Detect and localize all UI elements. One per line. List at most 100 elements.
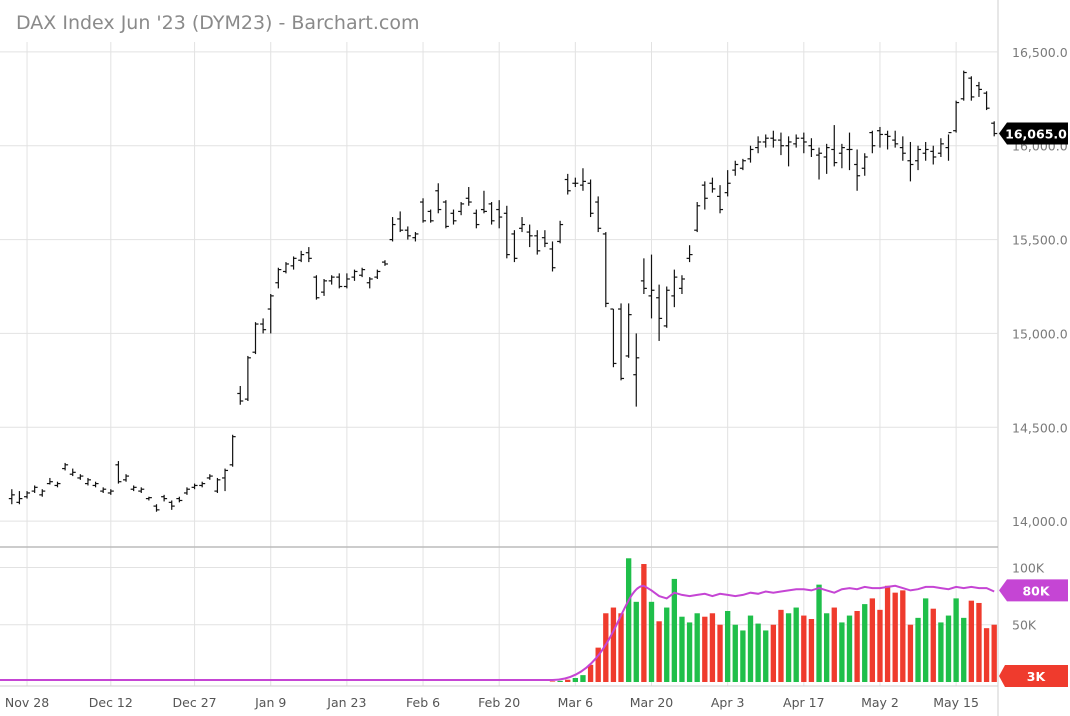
ohlc-bar [161, 494, 168, 502]
x-tick-label: May 2 [861, 695, 899, 710]
volume-bar [610, 607, 617, 682]
x-tick-label: Jan 9 [254, 695, 286, 710]
ohlc-bar [876, 126, 883, 148]
volume-bar [664, 607, 670, 682]
volume-bar [823, 613, 830, 682]
ohlc-bar [69, 468, 76, 477]
ohlc-bar [107, 489, 114, 495]
ohlc-bar [366, 277, 373, 289]
ohlc-bar [587, 179, 594, 218]
volume-bar [686, 622, 693, 682]
ohlc-bar [511, 230, 518, 263]
ohlc-bar [793, 134, 800, 148]
volume-bar [694, 613, 700, 682]
ohlc-bar [8, 489, 15, 505]
volume-bar [976, 602, 982, 682]
ohlc-bar [222, 468, 229, 492]
volume-bar [565, 679, 571, 682]
ohlc-bar [442, 200, 449, 229]
ohlc-bar [701, 181, 708, 210]
volume-bar [930, 608, 936, 682]
ohlc-bar [922, 141, 929, 161]
avg-volume-badge-shape [999, 579, 1068, 602]
ohlc-bar [808, 138, 815, 157]
ohlc-bar [480, 190, 487, 214]
last-price-badge-shape [999, 122, 1068, 145]
x-tick-label: Feb 20 [478, 695, 520, 710]
ohlc-bar [62, 462, 69, 471]
ohlc-bar [153, 504, 160, 512]
ohlc-bar [412, 232, 419, 242]
ohlc-bar [252, 322, 259, 355]
ohlc-bar [648, 254, 655, 319]
ohlc-bar [465, 187, 472, 206]
volume-bar [968, 600, 975, 682]
ohlc-bar [618, 303, 625, 381]
ohlc-bar [686, 245, 693, 263]
ohlc-bar [656, 284, 663, 341]
x-tick-label: Dec 27 [173, 695, 217, 710]
ohlc-bar [305, 247, 312, 263]
ohlc-bar [915, 145, 922, 171]
ohlc-bar [275, 267, 282, 289]
ohlc-bar [960, 70, 967, 101]
ohlc-bar [397, 211, 404, 233]
ohlc-bar [420, 198, 427, 223]
ohlc-bar [343, 273, 350, 289]
ohlc-bar [237, 385, 244, 405]
ohlc-bar [663, 286, 670, 328]
ohlc-bar [785, 136, 792, 167]
x-tick-label: Jan 23 [326, 695, 366, 710]
ohlc-bar [267, 294, 274, 334]
ohlc-bar [739, 158, 746, 171]
ohlc-bar [892, 130, 899, 148]
ohlc-bar [557, 220, 564, 244]
volume-bar [702, 616, 708, 682]
ohlc-bar [374, 269, 381, 279]
ohlc-bar [907, 141, 914, 182]
ohlc-bar [770, 130, 777, 148]
ohlc-bar [534, 230, 541, 255]
ohlc-bar [138, 487, 145, 493]
ohlc-bar [31, 485, 38, 493]
volume-bar [938, 622, 944, 682]
ohlc-bar [115, 461, 122, 484]
volume-bar [892, 592, 898, 682]
volume-bar [656, 621, 662, 682]
ohlc-bar [869, 130, 876, 154]
ohlc-bar [816, 147, 823, 180]
ohlc-bar [579, 168, 586, 191]
volume-bar [671, 578, 678, 682]
price-tick-label: 15,500.0 [1012, 233, 1068, 248]
ohlc-bar [435, 183, 442, 214]
x-tick-label: Mar 20 [630, 695, 674, 710]
volume-bars [0, 558, 997, 682]
ohlc-bar [199, 481, 206, 488]
volume-bar [922, 598, 929, 682]
ohlc-bar [861, 153, 868, 176]
avg-volume-line [643, 584, 995, 600]
volume-bar [869, 598, 876, 682]
ohlc-bar [298, 250, 305, 263]
ohlc-bar [336, 273, 343, 289]
ohlc-bar [854, 149, 861, 191]
avg-volume-badge-text: 80K [1022, 583, 1050, 598]
last-volume-badge-text: 3K [1027, 669, 1047, 684]
last-price-badge: 16,065.0 [999, 122, 1068, 145]
ohlc-bar [991, 121, 998, 137]
volume-bar [763, 630, 769, 682]
volume-bar [709, 613, 716, 682]
ohlc-bar [244, 355, 251, 401]
ohlc-bar [282, 262, 289, 274]
grid-lines [0, 0, 999, 716]
ohlc-bar [359, 267, 366, 278]
ohlc-bar [846, 132, 853, 171]
volume-bar [732, 624, 738, 682]
ohlc-bar [351, 269, 358, 281]
price-tick-label: 14,000.0 [1012, 514, 1068, 529]
avg-volume-ramp [552, 584, 645, 681]
ohlc-bar [777, 132, 784, 156]
ohlc-bar [191, 483, 198, 490]
ohlc-bar [206, 474, 213, 480]
